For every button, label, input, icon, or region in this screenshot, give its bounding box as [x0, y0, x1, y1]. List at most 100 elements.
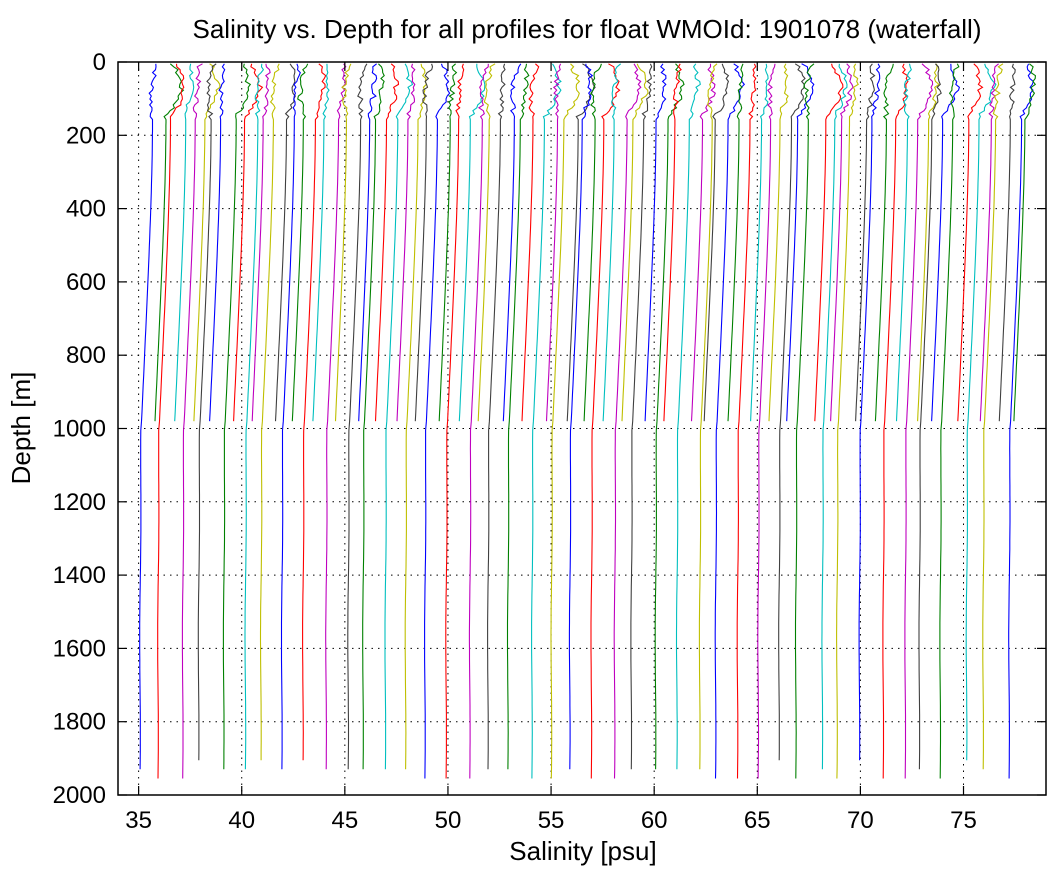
salinity-profile-line	[786, 63, 815, 422]
y-axis-ticks: 0 200 400 600 800 1000 1200 1400 1600 1800 2000	[53, 49, 1046, 809]
salinity-profile-line	[521, 63, 540, 422]
x-tick-label: 65	[744, 807, 771, 834]
salinity-profile-line	[965, 63, 997, 761]
salinity-profile-line	[506, 63, 530, 770]
salinity-profile-line	[374, 63, 400, 422]
salinity-profile-line	[690, 63, 716, 422]
salinity-profile-line	[414, 63, 434, 422]
salinity-profile-line	[458, 63, 486, 422]
y-tick-label: 2000	[53, 782, 106, 809]
y-tick-label: 1200	[53, 489, 106, 516]
y-tick-label: 1600	[53, 635, 106, 662]
salinity-profile-line	[566, 63, 596, 422]
salinity-profile-line	[1008, 63, 1034, 779]
salinity-profile-line	[396, 63, 416, 422]
y-tick-label: 200	[66, 122, 106, 149]
salinity-profile-line	[362, 63, 385, 770]
salinity-profile-line	[757, 63, 776, 779]
salinity-profile-line	[904, 63, 934, 779]
salinity-profile-line	[895, 63, 912, 422]
salinity-profile-line	[957, 63, 984, 422]
salinity-profile-line	[550, 63, 581, 779]
salinity-profile-line	[424, 63, 451, 779]
salinity-profile-line	[630, 63, 653, 770]
salinity-profile-line	[736, 63, 757, 779]
salinity-profile-line	[302, 63, 327, 761]
salinity-profile-line	[468, 63, 489, 779]
x-tick-label: 55	[538, 807, 565, 834]
salinity-profile-line	[347, 63, 368, 770]
salinity-profile-line	[836, 63, 859, 779]
salinity-profile-line	[768, 63, 789, 422]
x-tick-label: 45	[331, 807, 358, 834]
salinity-profile-line	[154, 63, 185, 422]
salinity-profile-line	[233, 63, 264, 422]
salinity-profile-line	[502, 63, 522, 422]
salinity-profile-line	[280, 63, 301, 770]
salinity-profile-line	[1013, 63, 1037, 422]
salinity-profile-line	[358, 63, 378, 422]
salinity-profile-line	[794, 63, 815, 779]
salinity-profile-line	[222, 63, 252, 770]
salinity-profile-line	[931, 63, 961, 422]
x-tick-label: 60	[641, 807, 668, 834]
salinity-profile-line	[590, 63, 621, 779]
salinity-profile-line	[821, 63, 848, 770]
y-tick-label: 400	[66, 196, 106, 223]
salinity-profile-line	[939, 63, 960, 779]
chart-title: Salinity vs. Depth for all profiles for …	[193, 14, 982, 44]
y-axis-title: Depth [m]	[6, 372, 36, 485]
salinity-profile-line	[675, 63, 701, 770]
y-tick-label: 1800	[53, 709, 106, 736]
salinity-profile-line	[855, 63, 876, 422]
salinity-profile-line	[998, 63, 1016, 422]
salinity-profile-line	[209, 63, 226, 422]
salinity-profile-line	[244, 63, 265, 770]
salinity-profile-line	[197, 63, 217, 761]
salinity-profile-line	[698, 63, 718, 770]
salinity-profile-line	[979, 63, 999, 422]
salinity-profile-line	[251, 63, 271, 422]
salinity-profile-line	[568, 63, 594, 770]
salinity-profile-line	[727, 63, 744, 422]
salinity-profile-line	[334, 63, 352, 422]
y-tick-label: 1400	[53, 562, 106, 589]
salinity-profile-line	[654, 63, 685, 770]
salinity-profile-line	[613, 63, 642, 779]
profile-lines	[139, 63, 1037, 779]
y-tick-label: 0	[93, 49, 106, 76]
salinity-profile-line	[181, 63, 203, 779]
salinity-profile-line	[917, 63, 940, 422]
salinity-profile-line	[174, 63, 195, 422]
x-tick-label: 75	[950, 807, 977, 834]
salinity-profile-line	[750, 63, 769, 422]
salinity-profile-line	[918, 63, 942, 770]
salinity-profile-line	[139, 63, 157, 770]
salinity-profile-line	[157, 63, 185, 779]
salinity-profile-line	[531, 63, 562, 779]
salinity-profile-line	[814, 63, 844, 422]
salinity-profile-line	[714, 63, 746, 779]
salinity-profile-line	[487, 63, 506, 770]
salinity-profile-line	[830, 63, 854, 422]
salinity-profile-line	[438, 63, 458, 422]
x-axis-title: Salinity [psu]	[509, 836, 656, 866]
salinity-profile-line	[882, 63, 909, 779]
salinity-profile-line	[778, 63, 806, 761]
salinity-profile-line	[545, 63, 562, 422]
x-tick-label: 35	[125, 807, 152, 834]
salinity-profile-line	[259, 63, 280, 761]
salinity-profile-line	[583, 63, 602, 422]
x-axis-ticks: 35 40 45 50 55 60 65 70 75	[125, 62, 977, 834]
salinity-profile-line	[874, 63, 894, 422]
y-tick-label: 800	[66, 342, 106, 369]
salinity-profile-line	[621, 63, 649, 422]
salinity-profile-line	[291, 63, 309, 422]
salinity-profile-line	[193, 63, 221, 422]
y-tick-label: 600	[66, 269, 106, 296]
x-tick-label: 70	[847, 807, 874, 834]
salinity-profile-line	[325, 63, 347, 770]
salinity-profile-line	[644, 63, 667, 422]
y-tick-label: 1000	[53, 416, 106, 443]
salinity-profile-line	[445, 63, 465, 779]
